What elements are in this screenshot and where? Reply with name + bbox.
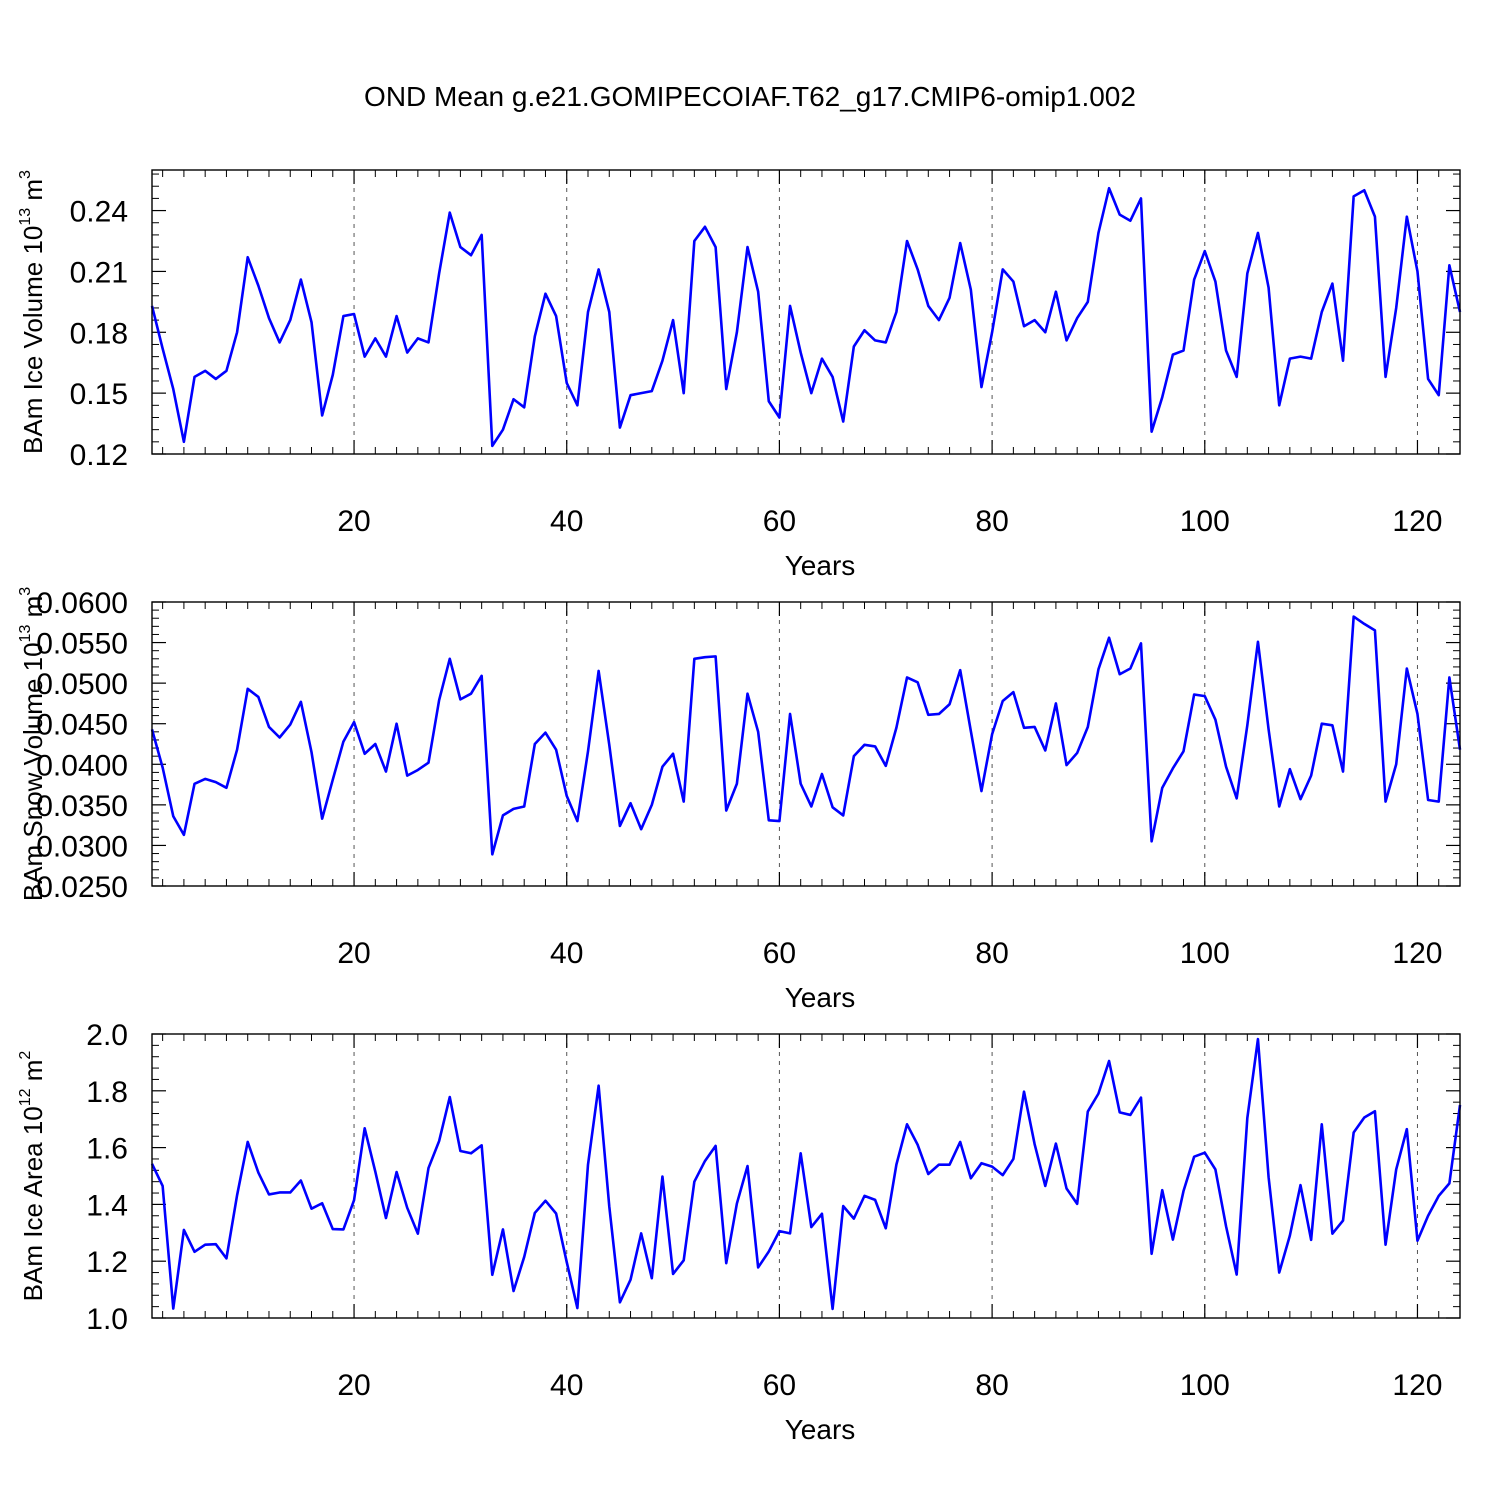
- y-tick-label: 0.0500: [36, 668, 128, 701]
- x-tick-label: 20: [337, 937, 370, 970]
- x-tick-label: 60: [763, 505, 796, 538]
- y-tick-label: 0.0400: [36, 749, 128, 782]
- x-tick-label: 40: [550, 1369, 583, 1402]
- plot-frame: [151, 601, 1461, 887]
- y-tick-label: 1.4: [86, 1189, 128, 1222]
- x-tick-label: 120: [1392, 505, 1442, 538]
- figure-title: OND Mean g.e21.GOMIPECOIAF.T62_g17.CMIP6…: [364, 81, 1136, 112]
- y-tick-label: 0.0600: [36, 587, 128, 620]
- y-tick-label: 1.6: [86, 1133, 128, 1166]
- x-axis-label: Years: [785, 1414, 856, 1445]
- x-tick-label: 60: [763, 937, 796, 970]
- series-line: [150, 1037, 1462, 1311]
- x-tick-label: 100: [1180, 1369, 1230, 1402]
- y-tick-label: 0.24: [70, 196, 128, 229]
- x-axis-label: Years: [785, 550, 856, 581]
- plot-frame: [151, 1033, 1461, 1319]
- x-tick-label: 120: [1392, 937, 1442, 970]
- y-tick-label: 0.0450: [36, 709, 128, 742]
- plot-frame: [151, 169, 1461, 455]
- y-tick-label: 1.2: [86, 1246, 128, 1279]
- y-tick-label: 0.18: [70, 317, 128, 350]
- y-tick-label: 0.15: [70, 378, 128, 411]
- x-tick-label: 100: [1180, 937, 1230, 970]
- y-axis-label: BAm Ice Volume 1013 m3: [17, 170, 48, 454]
- y-tick-label: 0.0350: [36, 790, 128, 823]
- series-line: [150, 615, 1462, 856]
- x-tick-label: 20: [337, 1369, 370, 1402]
- y-tick-label: 0.0300: [36, 830, 128, 863]
- x-tick-label: 20: [337, 505, 370, 538]
- chart-panel-1: 20 40 60 80 100 120 0.12 0.15 0.18 0.21 0.24 Years B…: [17, 169, 1462, 581]
- x-tick-label: 120: [1392, 1369, 1442, 1402]
- y-axis-label: BAm Snow Volume 1013 m3: [17, 587, 48, 901]
- y-tick-label: 0.21: [70, 256, 128, 289]
- chart-panel-2: 20 40 60 80 100 120 0.0250 0.0300 0.0350 0.0400 0.…: [17, 587, 1462, 1013]
- x-tick-label: 80: [975, 1369, 1008, 1402]
- x-tick-label: 100: [1180, 505, 1230, 538]
- chart-panel-3: 20 40 60 80 100 120 1.0 1.2 1.4 1.6 1.8 2.0 Years BAm…: [17, 1019, 1462, 1445]
- x-tick-label: 40: [550, 505, 583, 538]
- y-tick-label: 1.0: [86, 1303, 128, 1336]
- y-tick-label: 2.0: [86, 1019, 128, 1052]
- x-axis-label: Years: [785, 982, 856, 1013]
- x-tick-label: 80: [975, 937, 1008, 970]
- x-tick-label: 40: [550, 937, 583, 970]
- x-tick-label: 80: [975, 505, 1008, 538]
- y-tick-label: 1.8: [86, 1076, 128, 1109]
- y-tick-label: 0.12: [70, 439, 128, 472]
- y-axis-label: BAm Ice Area 1012 m2: [17, 1051, 48, 1302]
- series-line: [150, 186, 1462, 448]
- y-tick-label: 0.0250: [36, 871, 128, 904]
- y-tick-label: 0.0550: [36, 628, 128, 661]
- x-tick-label: 60: [763, 1369, 796, 1402]
